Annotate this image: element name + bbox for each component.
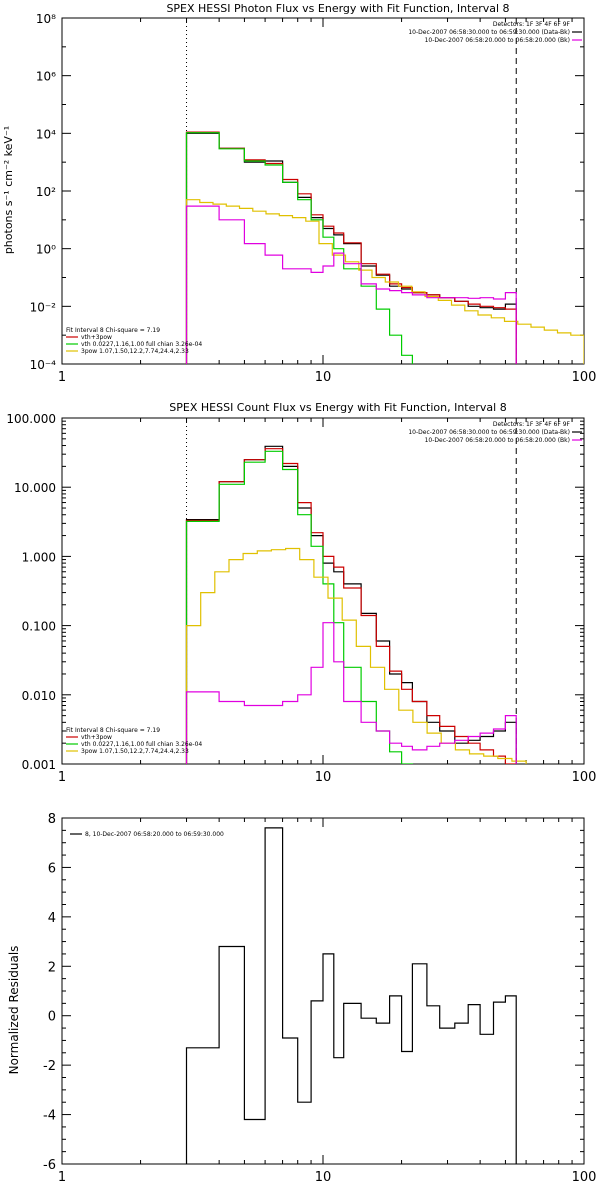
y-tick-label: 8: [48, 812, 56, 827]
residuals-panel: Normalized Residuals 1 10 100 -6 -4 -2 0 2 4 6 8 8,…: [7, 812, 596, 1185]
y-tick-label: 0.001: [22, 758, 56, 772]
photon-flux-panel: SPEX HESSI Photon Flux vs Energy with Fi…: [2, 2, 596, 385]
y-tick-label: 10⁻⁴: [30, 358, 57, 372]
series-group: [185, 131, 584, 364]
y-tick-label: 10⁶: [36, 70, 56, 84]
y-tick-label: -4: [43, 1109, 56, 1124]
series-line-3pow: [185, 547, 527, 764]
y-axis-label: Normalized Residuals: [7, 946, 21, 1075]
legend-header: Fit Interval 8 Chi-square = 7.19: [66, 727, 160, 734]
legend-entry-label: 3pow 1.07,1.50,12.2,7.74,24.4,2.33: [81, 348, 189, 355]
y-tick-label: -2: [43, 1059, 56, 1074]
series-line-vth: [185, 132, 413, 364]
legend-entry-label: vth 0.0227,1.16,1.00 full chian 3.26e-04: [81, 741, 202, 748]
x-tick-label: 1: [58, 770, 66, 785]
x-tick-label: 100: [572, 370, 597, 385]
series-line-vth-3pow: [185, 448, 517, 764]
series-line-bk: [185, 622, 517, 764]
y-tick-label: 10⁰: [36, 243, 56, 257]
x-tick-label: 10: [315, 1170, 332, 1185]
y-axis-label: photons s⁻¹ cm⁻² keV⁻¹: [2, 126, 15, 254]
legend-header: Fit Interval 8 Chi-square = 7.19: [66, 327, 160, 334]
panel-title: SPEX HESSI Photon Flux vs Energy with Fi…: [166, 2, 509, 15]
legend-entry-label: 10-Dec-2007 06:58:30.000 to 06:59:30.000…: [408, 29, 570, 36]
y-tick-label: 10⁸: [36, 12, 56, 26]
y-tick-label: 100.000: [6, 412, 56, 426]
count-flux-panel: SPEX HESSI Count Flux vs Energy with Fit…: [6, 401, 596, 785]
series-line-bk: [185, 205, 517, 364]
y-tick-label: 0.010: [22, 689, 56, 703]
y-tick-label: 0.100: [22, 620, 56, 634]
y-tick-label: 1.000: [22, 550, 56, 564]
x-tick-label: 10: [315, 770, 332, 785]
y-tick-label: 10⁻²: [30, 300, 57, 314]
legend-entry-label: 8, 10-Dec-2007 06:58:20.000 to 06:59:30.…: [85, 831, 224, 838]
legend-header: Detectors: 1F 3F 4F 6F 9F: [493, 421, 571, 428]
x-tick-label: 1: [58, 370, 66, 385]
legend-entry-label: vth 0.0227,1.16,1.00 full chian 3.26e-04: [81, 341, 202, 348]
series-group: [185, 827, 517, 1164]
series-line-vth-3pow: [185, 131, 517, 364]
x-tick-label: 10: [315, 370, 332, 385]
legend-entry-label: 10-Dec-2007 06:58:20.000 to 06:58:20.000…: [425, 437, 570, 444]
x-tick-label: 1: [58, 1170, 66, 1185]
x-tick-label: 100: [572, 770, 597, 785]
y-tick-label: 10⁴: [36, 127, 56, 141]
series-group: [185, 445, 527, 764]
legend-entry-label: vth+3pow: [81, 334, 112, 341]
x-tick-label: 100: [572, 1170, 597, 1185]
legend-entry-label: 10-Dec-2007 06:58:30.000 to 06:59:30.000…: [408, 429, 570, 436]
y-tick-label: 0: [48, 1010, 56, 1025]
y-tick-label: 4: [48, 911, 56, 926]
panel-title: SPEX HESSI Count Flux vs Energy with Fit…: [169, 401, 506, 414]
series-line-residuals: [185, 827, 517, 1164]
y-tick-label: 10²: [36, 185, 56, 199]
legend-entry-label: 3pow 1.07,1.50,12.2,7.74,24.4,2.33: [81, 748, 189, 755]
series-line-3pow: [185, 199, 584, 364]
y-tick-label: 2: [48, 960, 56, 975]
y-tick-label: 10.000: [14, 481, 56, 495]
legend-header: Detectors: 1F 3F 4F 6F 9F: [493, 21, 571, 28]
legend-entry-label: vth+3pow: [81, 734, 112, 741]
legend-entry-label: 10-Dec-2007 06:58:20.000 to 06:58:20.000…: [425, 37, 570, 44]
y-tick-label: 6: [48, 861, 56, 876]
y-tick-label: -6: [43, 1158, 56, 1173]
